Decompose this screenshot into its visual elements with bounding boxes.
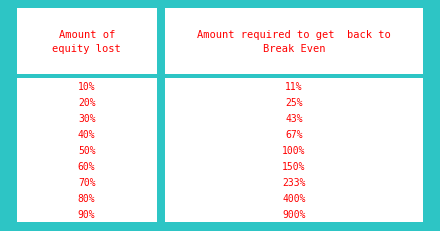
Text: 25%: 25% xyxy=(285,98,303,108)
Text: 50%: 50% xyxy=(78,146,95,155)
Text: 60%: 60% xyxy=(78,161,95,171)
Text: 233%: 233% xyxy=(282,177,306,187)
Text: 100%: 100% xyxy=(282,146,306,155)
FancyBboxPatch shape xyxy=(17,79,157,222)
Text: 43%: 43% xyxy=(285,114,303,124)
FancyBboxPatch shape xyxy=(165,79,423,222)
Text: 11%: 11% xyxy=(285,82,303,92)
Text: Amount of
equity lost: Amount of equity lost xyxy=(52,30,121,54)
Text: 30%: 30% xyxy=(78,114,95,124)
Text: Amount required to get  back to
Break Even: Amount required to get back to Break Eve… xyxy=(197,30,391,54)
Text: 80%: 80% xyxy=(78,193,95,203)
Text: 90%: 90% xyxy=(78,209,95,219)
Text: 70%: 70% xyxy=(78,177,95,187)
Text: 150%: 150% xyxy=(282,161,306,171)
Text: 400%: 400% xyxy=(282,193,306,203)
Text: 900%: 900% xyxy=(282,209,306,219)
FancyBboxPatch shape xyxy=(17,9,157,75)
Text: 10%: 10% xyxy=(78,82,95,92)
Text: 20%: 20% xyxy=(78,98,95,108)
FancyBboxPatch shape xyxy=(165,9,423,75)
Text: 40%: 40% xyxy=(78,130,95,140)
Text: 67%: 67% xyxy=(285,130,303,140)
